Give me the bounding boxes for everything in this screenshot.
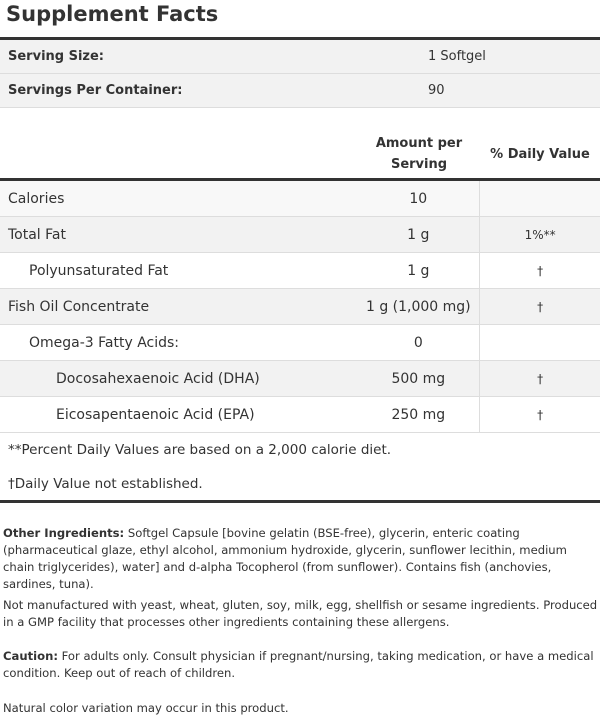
allergen-note: Not manufactured with yeast, wheat, glut…	[3, 598, 598, 629]
nutrient-dv: †	[479, 361, 600, 396]
nutrient-name: Polyunsaturated Fat	[29, 262, 169, 279]
caution-label: Caution:	[3, 649, 58, 663]
other-ingredients-label: Other Ingredients:	[3, 526, 125, 540]
nutrient-name: Omega-3 Fatty Acids:	[29, 334, 180, 351]
footnote-not-established: †Daily Value not established.	[8, 476, 203, 492]
other-ingredients: Other Ingredients: Softgel Capsule [bovi…	[3, 525, 599, 593]
serving-info: Serving Size: 1 Softgel Servings Per Con…	[0, 37, 600, 108]
nutrient-dv: †	[479, 253, 600, 288]
table-row: Calories 10	[0, 181, 600, 217]
nutrient-name: Eicosapentaenoic Acid (EPA)	[56, 406, 255, 423]
caution-text: For adults only. Consult physician if pr…	[3, 649, 594, 680]
nutrient-dv: 1%**	[479, 217, 600, 252]
other-ingredients-text: Softgel Capsule [bovine gelatin (BSE-fre…	[3, 526, 567, 591]
divider	[0, 500, 600, 503]
table-row: Docosahexaenoic Acid (DHA) 500 mg †	[0, 361, 600, 397]
nutrient-amount: 250 mg	[391, 406, 446, 423]
servings-per-container-label: Servings Per Container:	[8, 83, 183, 98]
nutrient-amount: 10	[409, 190, 428, 207]
serving-size-row: Serving Size: 1 Softgel	[0, 40, 600, 74]
nutrient-amount: 500 mg	[391, 370, 446, 387]
serving-size-label: Serving Size:	[8, 49, 105, 64]
page-title: Supplement Facts	[6, 2, 219, 26]
amount-header: Amount per Serving	[358, 133, 480, 175]
nutrient-name: Docosahexaenoic Acid (DHA)	[56, 370, 260, 387]
nutrient-name: Fish Oil Concentrate	[8, 298, 150, 315]
nutrient-amount: 0	[413, 334, 423, 351]
table-header: Amount per Serving % Daily Value	[0, 130, 600, 181]
table-row: Omega-3 Fatty Acids: 0	[0, 325, 600, 361]
nutrient-amount: 1 g	[407, 262, 430, 279]
nutrient-amount: 1 g (1,000 mg)	[365, 298, 471, 315]
amount-header-line2: Serving	[390, 157, 448, 172]
nutrient-table: Calories 10 Total Fat 1 g 1%** Polyunsatura…	[0, 181, 600, 433]
serving-size-value: 1 Softgel	[428, 49, 486, 64]
color-note: Natural color variation may occur in thi…	[3, 701, 289, 715]
servings-per-container-row: Servings Per Container: 90	[0, 74, 600, 108]
daily-value-header: % Daily Value	[490, 146, 590, 162]
servings-per-container-value: 90	[428, 83, 445, 98]
nutrient-name: Total Fat	[8, 226, 66, 243]
table-row: Fish Oil Concentrate 1 g (1,000 mg) †	[0, 289, 600, 325]
footnote-daily-values: **Percent Daily Values are based on a 2,…	[8, 442, 392, 458]
nutrient-name: Calories	[8, 190, 65, 207]
table-row: Total Fat 1 g 1%**	[0, 217, 600, 253]
nutrient-amount: 1 g	[407, 226, 430, 243]
nutrient-dv	[479, 181, 600, 216]
table-row: Polyunsaturated Fat 1 g †	[0, 253, 600, 289]
amount-header-line1: Amount per	[375, 136, 463, 151]
nutrient-dv: †	[479, 397, 600, 432]
table-row: Eicosapentaenoic Acid (EPA) 250 mg †	[0, 397, 600, 433]
nutrient-dv: †	[479, 289, 600, 324]
caution: Caution: For adults only. Consult physic…	[3, 648, 599, 682]
nutrient-dv	[479, 325, 600, 360]
